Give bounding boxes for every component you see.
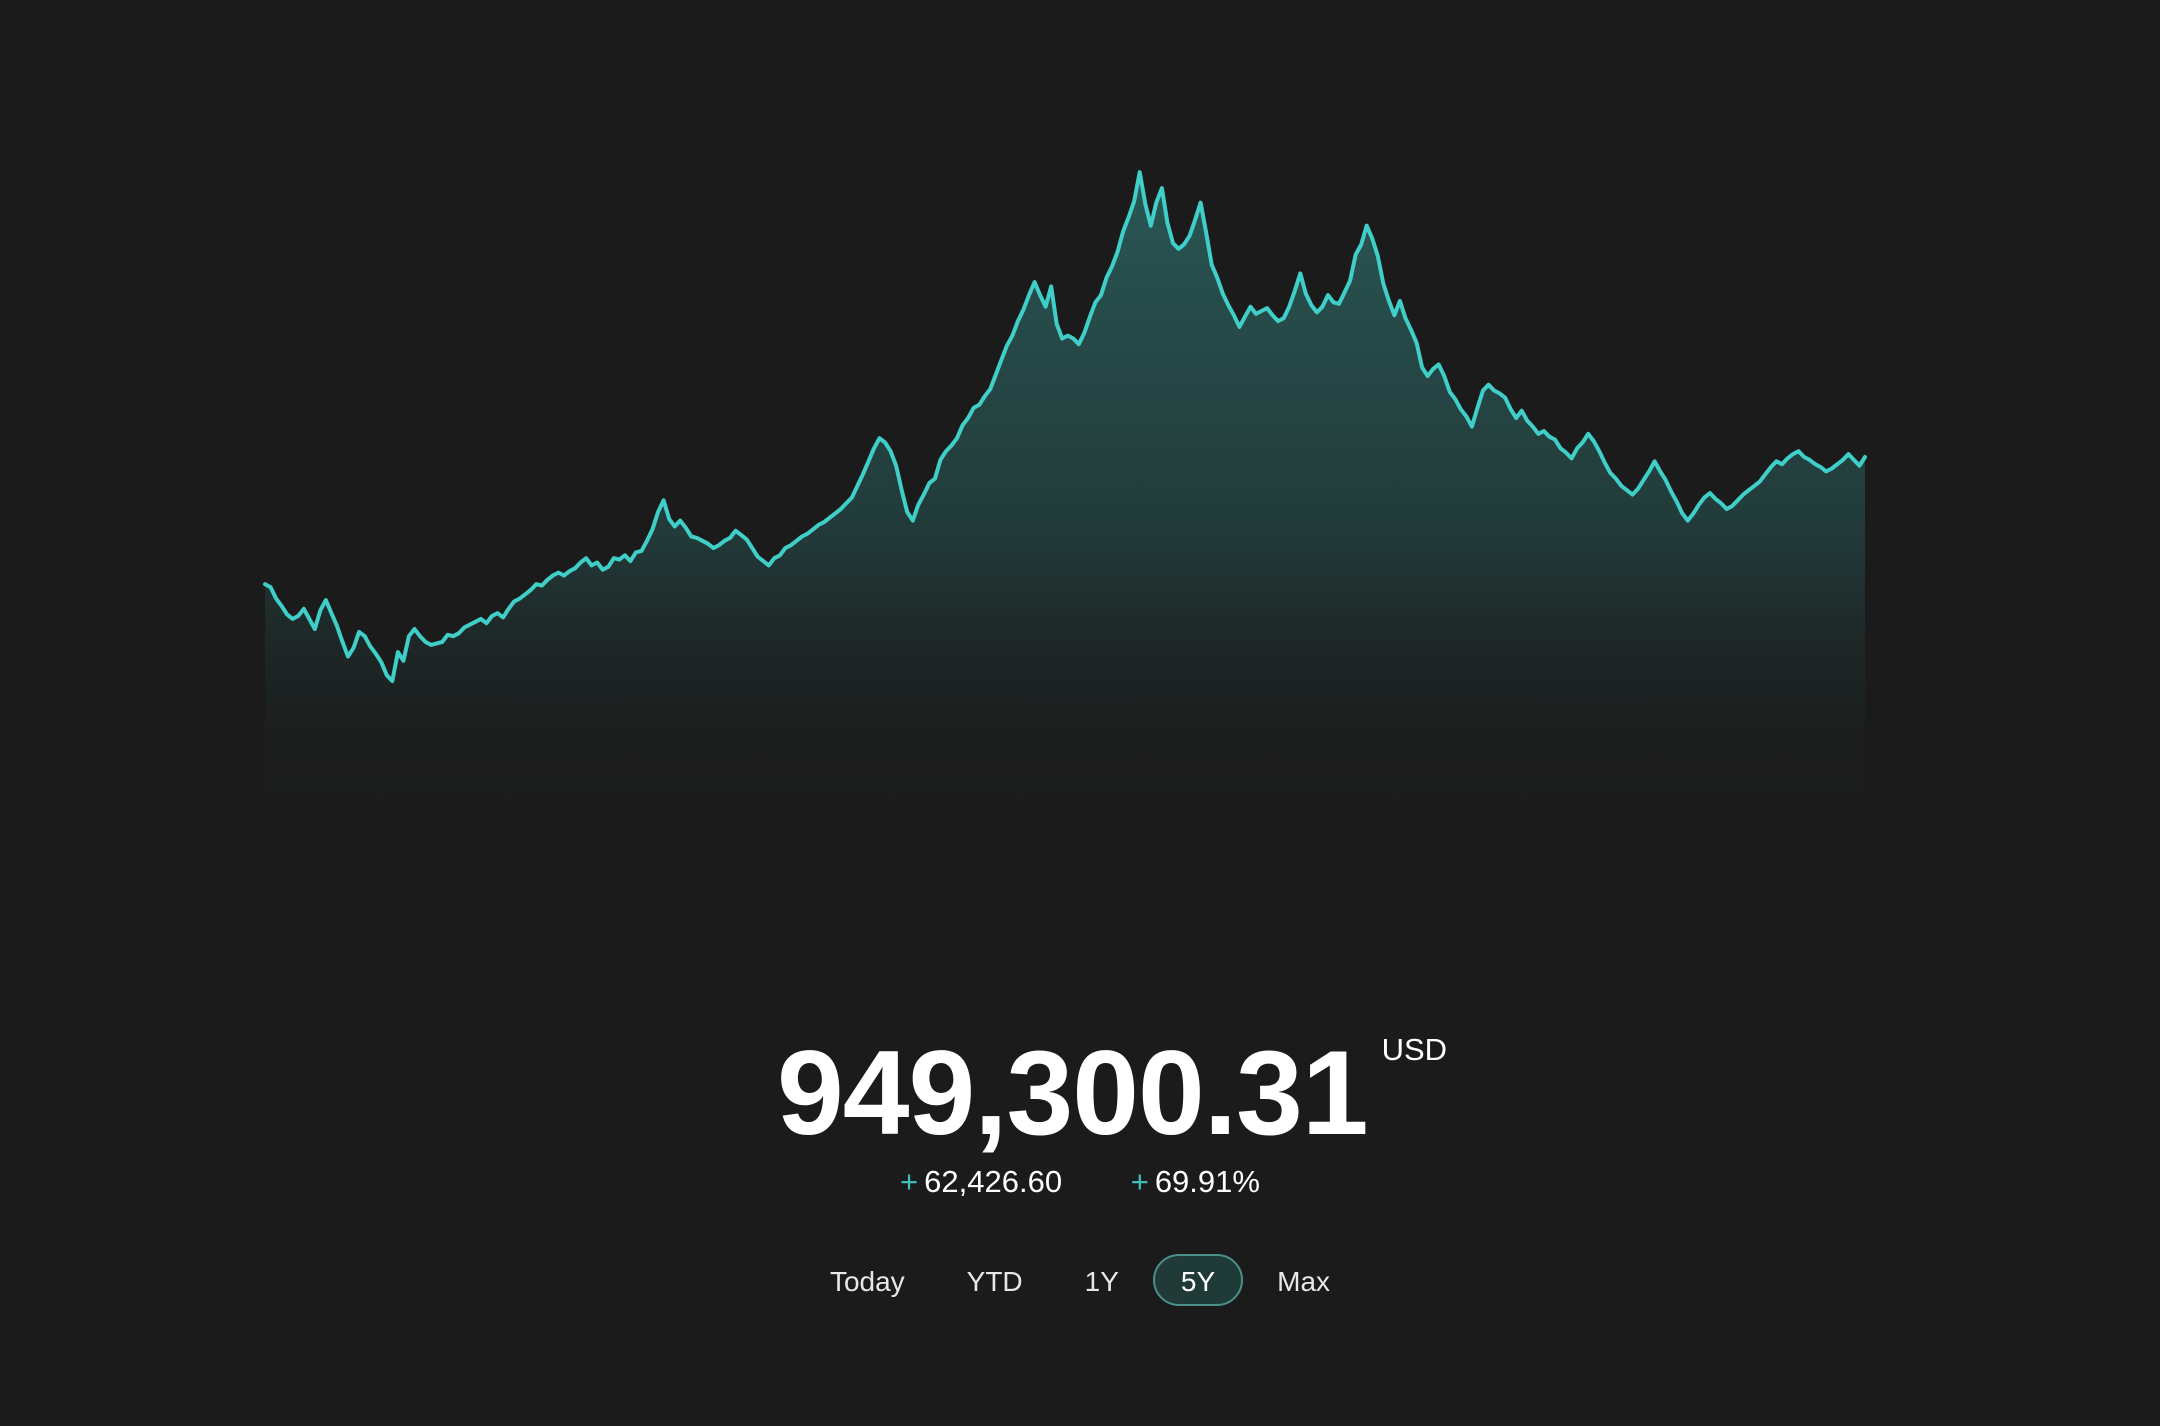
change-amount-sign: + <box>900 1164 919 1199</box>
currency-label: USD <box>1381 1032 1448 1067</box>
range-today-button[interactable]: Today <box>829 1266 905 1297</box>
portfolio-chart-svg <box>263 170 1867 830</box>
chart-series-line <box>263 170 1867 683</box>
chart-area-fill <box>265 172 1865 830</box>
range-ytd-button[interactable]: YTD <box>966 1266 1023 1297</box>
change-percent-sign: + <box>1130 1164 1149 1199</box>
change-percent-value: 69.91% <box>1154 1164 1260 1199</box>
change-row: +62,426.60 +69.91% <box>0 1162 2160 1202</box>
portfolio-value-row: 949,300.31 USD <box>0 1028 2160 1158</box>
range-1y-button[interactable]: 1Y <box>1084 1266 1119 1297</box>
change-percent: +69.91% <box>1131 1162 1260 1202</box>
portfolio-chart[interactable] <box>0 0 2160 980</box>
range-max-button[interactable]: Max <box>1277 1266 1331 1297</box>
range-5y-button[interactable]: 5Y <box>1152 1254 1244 1306</box>
change-amount-value: 62,426.60 <box>924 1164 1063 1199</box>
change-amount: +62,426.60 <box>900 1162 1062 1202</box>
portfolio-value: 949,300.31 <box>776 1026 1369 1160</box>
time-range-selector: Today YTD 1Y 5Y Max <box>0 1254 2160 1306</box>
